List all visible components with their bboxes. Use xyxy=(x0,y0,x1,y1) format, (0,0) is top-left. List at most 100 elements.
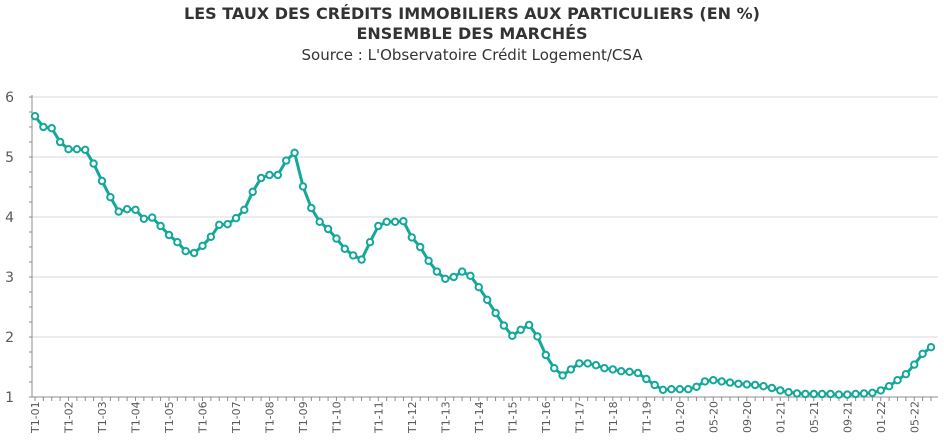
data-point xyxy=(181,247,190,256)
data-point xyxy=(64,145,73,154)
data-point xyxy=(122,205,132,214)
data-point xyxy=(256,173,266,183)
data-point xyxy=(884,382,894,391)
x-tick-label: 01-22 xyxy=(875,401,888,433)
data-point xyxy=(600,364,609,373)
data-point xyxy=(801,389,810,399)
data-point xyxy=(47,124,56,133)
data-point xyxy=(901,370,911,379)
data-point xyxy=(550,364,559,373)
data-point xyxy=(725,378,735,387)
data-point xyxy=(382,217,391,227)
data-point xyxy=(625,367,634,376)
data-point xyxy=(265,170,274,180)
data-point xyxy=(834,390,844,399)
x-tick-label: T1-12 xyxy=(406,401,419,434)
data-point xyxy=(89,159,98,168)
data-point xyxy=(868,388,877,397)
y-tick-label: 3 xyxy=(5,270,14,286)
data-point xyxy=(106,193,115,202)
data-point xyxy=(876,386,885,395)
x-tick-label: 05-22 xyxy=(908,401,921,433)
data-point xyxy=(675,385,684,394)
x-tick-label: 05-20 xyxy=(707,401,720,433)
data-point xyxy=(750,380,760,390)
x-tick-label: T1-01 xyxy=(29,401,42,434)
x-tick-label: T1-16 xyxy=(540,401,553,434)
data-point xyxy=(240,205,249,215)
data-point xyxy=(859,389,869,398)
data-point xyxy=(332,234,341,243)
x-tick-label: T1-02 xyxy=(62,401,75,434)
data-point xyxy=(843,390,852,399)
data-point xyxy=(759,382,768,391)
data-point xyxy=(926,343,936,352)
data-point xyxy=(893,376,902,385)
data-point xyxy=(399,217,408,226)
data-point xyxy=(189,248,199,258)
data-point xyxy=(642,374,651,384)
data-point xyxy=(491,308,500,318)
data-point xyxy=(173,238,182,247)
data-point xyxy=(223,220,232,229)
data-point xyxy=(273,170,282,180)
data-point xyxy=(231,214,241,223)
data-point xyxy=(215,220,224,230)
data-point xyxy=(734,379,743,388)
data-point xyxy=(441,274,450,283)
data-point xyxy=(315,217,324,227)
chart-title-line-1: LES TAUX DES CRÉDITS IMMOBILIERS AUX PAR… xyxy=(184,4,760,23)
data-point xyxy=(809,389,818,399)
x-tick-label: 01-21 xyxy=(774,401,787,433)
data-point xyxy=(692,382,701,391)
data-point xyxy=(466,271,475,280)
data-point xyxy=(365,238,375,247)
data-point xyxy=(533,332,542,341)
data-point xyxy=(474,283,483,292)
data-point xyxy=(290,148,299,158)
x-tick-label: T1-06 xyxy=(196,401,209,434)
data-point xyxy=(340,244,349,254)
data-point xyxy=(298,182,308,191)
data-point xyxy=(148,213,157,222)
x-tick-label: 09-20 xyxy=(741,401,754,433)
data-point xyxy=(658,385,668,394)
x-tick-label: T1-03 xyxy=(96,401,109,434)
data-point xyxy=(524,320,534,330)
x-tick-label: 05-21 xyxy=(808,401,821,433)
data-point xyxy=(55,137,65,147)
data-point xyxy=(248,187,257,197)
data-point xyxy=(349,251,358,260)
x-tick-label: T1-04 xyxy=(129,401,142,434)
data-point xyxy=(374,221,383,231)
x-tick-label: 09-21 xyxy=(841,401,854,433)
data-point xyxy=(709,376,718,385)
y-tick-label: 2 xyxy=(5,330,14,346)
y-tick-label: 1 xyxy=(5,390,14,406)
data-point xyxy=(424,256,433,265)
data-point xyxy=(39,122,48,132)
x-tick-label: T1-18 xyxy=(607,401,620,434)
data-point xyxy=(558,371,567,380)
data-point xyxy=(164,230,174,240)
data-point xyxy=(282,156,291,165)
data-point xyxy=(591,361,601,370)
data-point xyxy=(30,112,40,121)
y-tick-label: 4 xyxy=(5,210,14,226)
data-point xyxy=(767,383,777,393)
data-point xyxy=(516,325,525,334)
data-point xyxy=(449,272,458,282)
chart-title-block: LES TAUX DES CRÉDITS IMMOBILIERS AUX PAR… xyxy=(0,4,944,65)
data-point xyxy=(617,367,626,376)
data-point xyxy=(700,377,710,386)
data-point xyxy=(407,233,416,242)
x-tick-label: T1-05 xyxy=(163,401,176,434)
data-point xyxy=(323,224,333,234)
x-tick-label: T1-17 xyxy=(573,401,586,434)
x-tick-label: T1-07 xyxy=(230,401,243,434)
x-tick-label: T1-10 xyxy=(330,401,343,434)
x-tick-label: 01-20 xyxy=(674,401,687,433)
data-point xyxy=(566,365,576,374)
data-point xyxy=(608,365,617,374)
